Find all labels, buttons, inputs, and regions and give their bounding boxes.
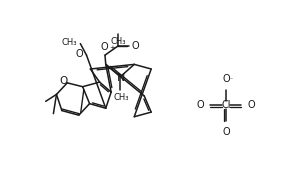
Text: O: O bbox=[247, 100, 255, 110]
Text: O: O bbox=[132, 41, 139, 51]
Text: O: O bbox=[222, 74, 230, 84]
Text: O: O bbox=[100, 42, 108, 52]
Text: O: O bbox=[222, 127, 230, 137]
Text: ⁻: ⁻ bbox=[230, 78, 233, 83]
Text: +: + bbox=[109, 44, 115, 51]
Text: CH₃: CH₃ bbox=[110, 37, 126, 46]
Text: O: O bbox=[76, 49, 83, 59]
Text: O: O bbox=[59, 76, 68, 86]
Text: CH₃: CH₃ bbox=[62, 38, 77, 47]
Text: O: O bbox=[197, 100, 204, 110]
Text: CH₃: CH₃ bbox=[114, 93, 129, 102]
Text: Cl: Cl bbox=[221, 100, 231, 110]
Text: N: N bbox=[117, 73, 125, 83]
